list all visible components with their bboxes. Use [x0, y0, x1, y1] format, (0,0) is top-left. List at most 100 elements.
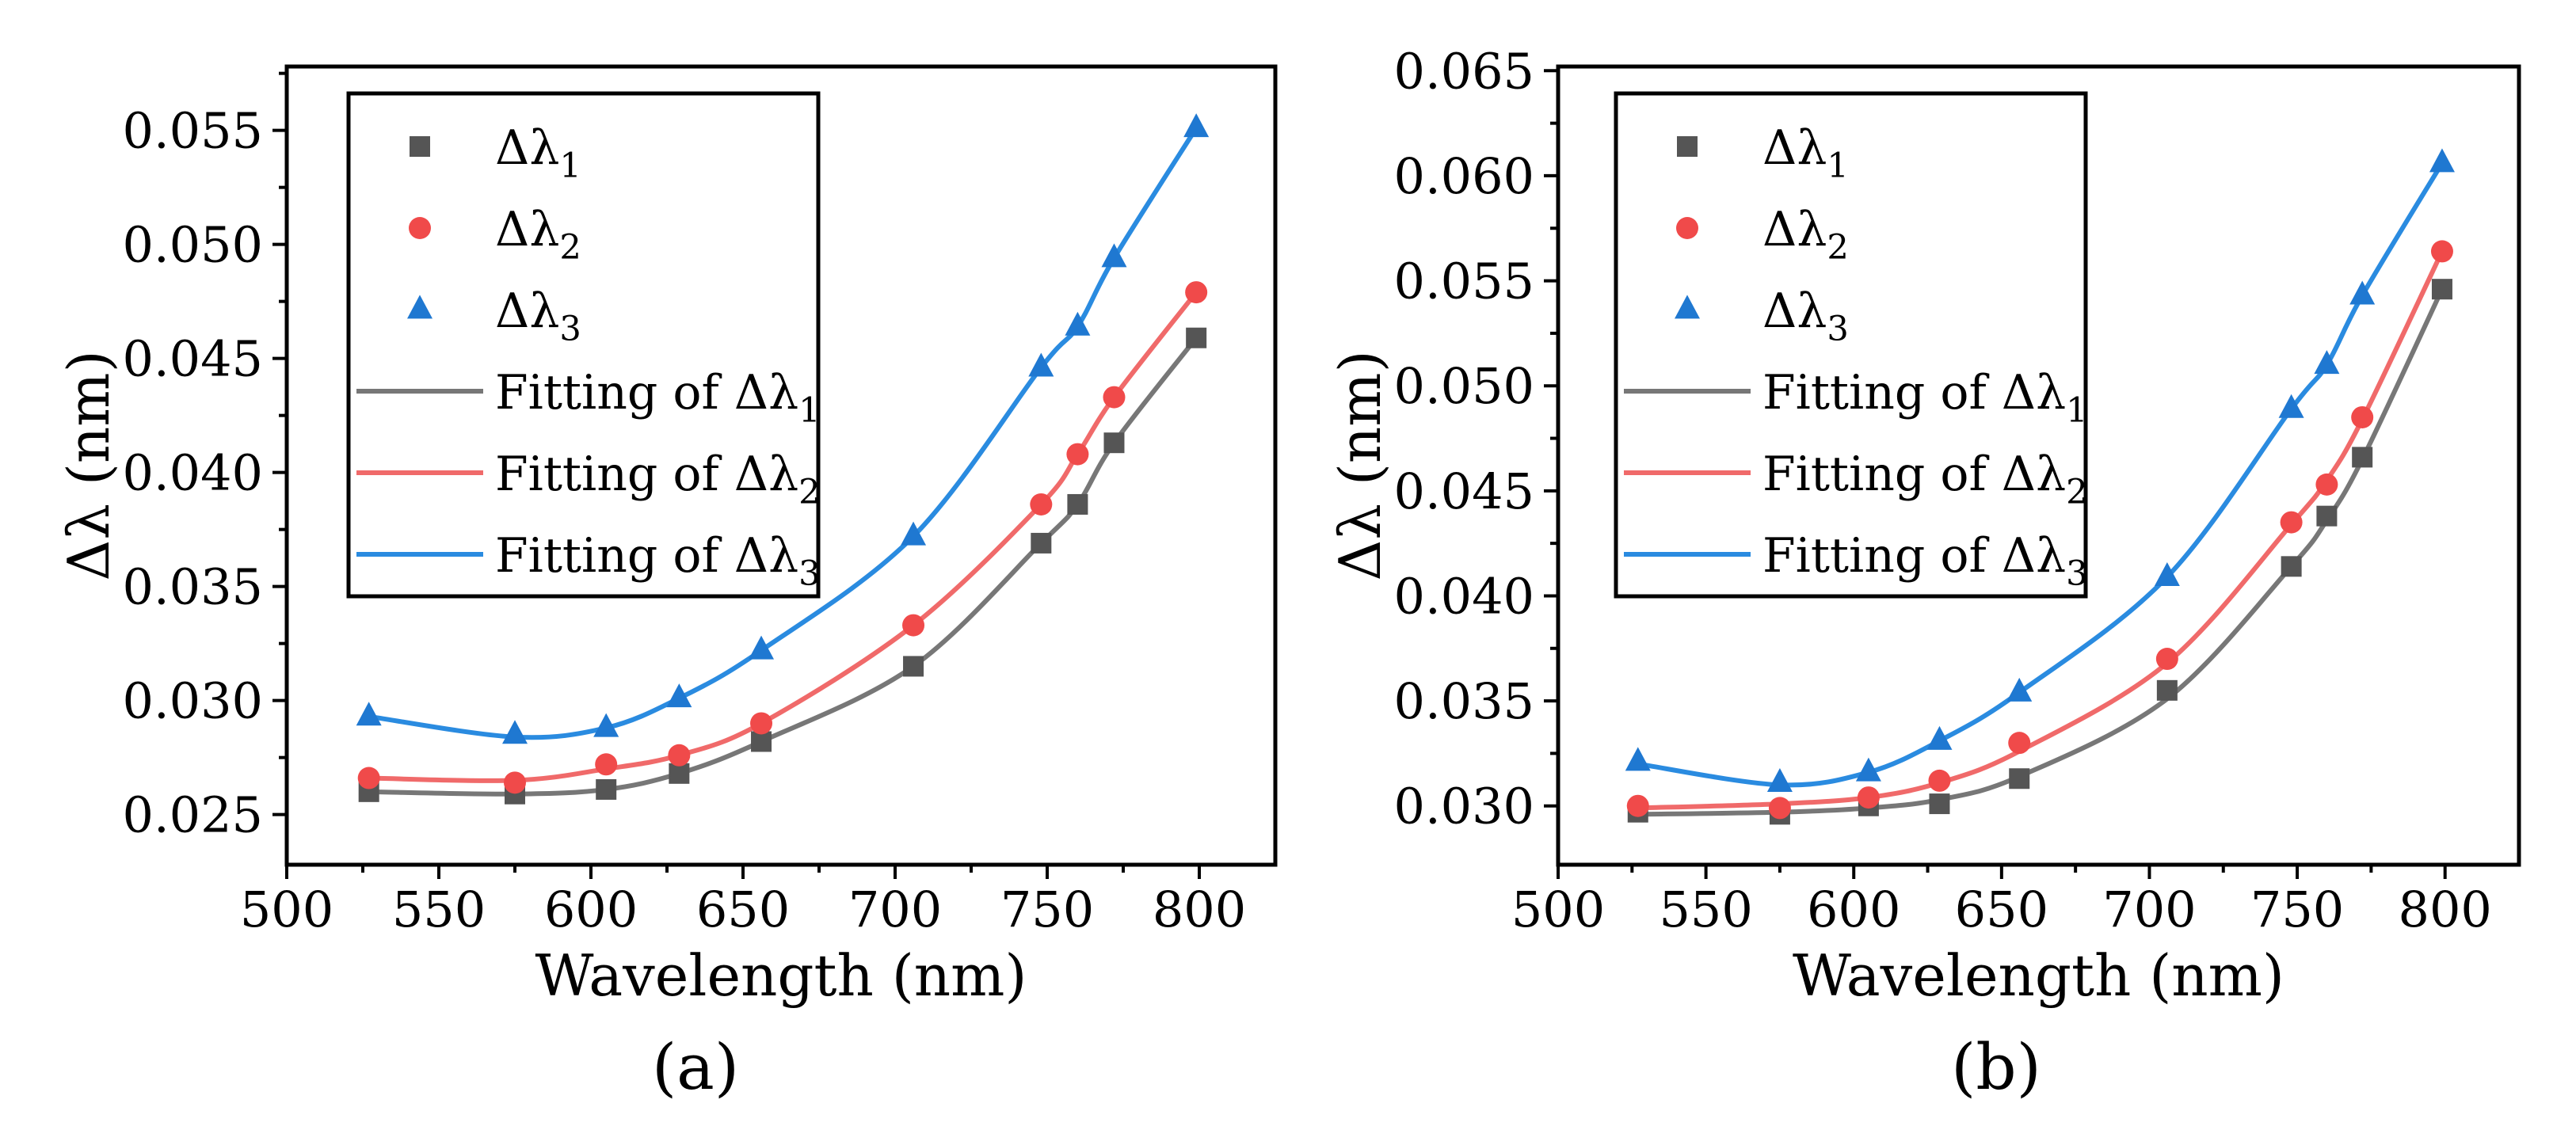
data-point-circle: [2351, 405, 2374, 428]
x-tick-label: 500: [1511, 881, 1605, 938]
data-point-square: [1186, 327, 1207, 348]
x-tick-label: 700: [2102, 881, 2196, 938]
y-tick-label: 0.045: [123, 330, 264, 388]
data-point-square: [1031, 532, 1052, 554]
data-point-triangle: [2314, 350, 2340, 375]
x-tick-label: 700: [848, 881, 942, 938]
legend-label: Δλ2: [495, 202, 581, 268]
panel-label: (a): [652, 1030, 739, 1104]
y-tick-label: 0.050: [1394, 357, 1535, 415]
x-axis-title: Wavelength (nm): [535, 942, 1027, 1009]
legend: Δλ1 Δλ2 Δλ3 Fitting of Δλ1 Fitting of Δλ2 Fit…: [1614, 91, 2088, 599]
fit-line-1: [1637, 287, 2445, 817]
y-axis-title: Δλ (nm): [1327, 350, 1393, 580]
data-point-triangle: [666, 683, 692, 708]
data-point-triangle: [1926, 725, 1953, 750]
y-tick-label: 0.060: [1394, 147, 1535, 205]
legend-marker-triangle: [1675, 295, 1700, 319]
fit-line-3: [1637, 162, 2445, 788]
legend-marker-circle: [409, 217, 431, 239]
plot-frame: [1556, 64, 2521, 867]
fit-line-1: [368, 336, 1198, 797]
legend-marker-square: [410, 136, 430, 157]
x-tick-label: 550: [1659, 881, 1752, 938]
legend: Δλ1 Δλ2 Δλ3 Fitting of Δλ1 Fitting of Δλ2 Fit…: [346, 91, 821, 599]
x-tick-label: 500: [240, 881, 333, 938]
legend-box: [1614, 91, 2088, 599]
fit-line-2: [368, 291, 1198, 783]
data-point-triangle: [593, 713, 619, 737]
data-point-triangle: [2006, 677, 2033, 702]
plot-frame: [284, 64, 1278, 867]
data-point-triangle: [1065, 311, 1091, 336]
data-point-square: [596, 778, 617, 800]
x-tick-label: 600: [544, 881, 638, 938]
data-point-circle: [1030, 493, 1053, 516]
x-tick-label: 650: [696, 881, 790, 938]
legend-box: [346, 91, 821, 599]
data-point-circle: [902, 614, 925, 637]
data-point-circle: [504, 771, 526, 794]
data-point-circle: [2280, 511, 2303, 534]
data-point-square: [2431, 279, 2452, 300]
data-point-circle: [2008, 732, 2031, 755]
x-tick-label: 800: [2399, 881, 2492, 938]
fit-line-2: [1637, 250, 2445, 811]
data-point-triangle: [2429, 148, 2455, 173]
data-point-square: [903, 656, 924, 677]
legend-label: Fitting of Δλ2: [1762, 447, 2088, 512]
data-point-circle: [1928, 769, 1951, 792]
y-tick-label: 0.040: [123, 444, 264, 502]
data-point-square: [1929, 793, 1950, 815]
data-point-circle: [2315, 473, 2338, 496]
data-point-triangle: [2278, 394, 2304, 418]
data-point-circle: [1066, 443, 1089, 466]
data-point-circle: [668, 744, 691, 767]
y-tick-label: 0.055: [123, 102, 264, 160]
panel-label: (b): [1951, 1030, 2041, 1104]
legend-label: Δλ1: [495, 120, 581, 186]
data-point-circle: [1626, 794, 1649, 817]
data-point-triangle: [1183, 113, 1210, 138]
y-tick-label: 0.025: [123, 786, 264, 844]
data-point-circle: [1857, 786, 1880, 809]
data-point-triangle: [2154, 561, 2180, 586]
data-point-circle: [750, 712, 773, 735]
y-tick-label: 0.065: [1394, 42, 1535, 100]
y-tick-label: 0.040: [1394, 567, 1535, 625]
data-point-circle: [2155, 648, 2178, 671]
data-point-triangle: [2349, 280, 2376, 305]
data-point-square: [2009, 768, 2030, 789]
data-point-square: [2156, 679, 2178, 701]
data-point-circle: [1185, 281, 1208, 304]
data-point-square: [2316, 505, 2338, 527]
data-point-square: [2352, 447, 2373, 468]
y-tick-label: 0.045: [1394, 462, 1535, 520]
y-tick-label: 0.030: [123, 672, 264, 730]
data-point-circle: [357, 767, 380, 789]
data-point-triangle: [356, 702, 382, 726]
data-point-circle: [595, 753, 618, 776]
chart-panel-b: 500 550 600 650 700 750 800 0.030 0.035 0.040 0.04…: [1327, 42, 2521, 1104]
legend-marker-triangle: [407, 295, 433, 319]
chart-panel-a: 500 550 600 650 700 750 800 0.025 0.030 0.035 0.04…: [55, 64, 1278, 1104]
data-point-square: [669, 763, 690, 784]
legend-label: Fitting of Δλ1: [1762, 365, 2088, 431]
legend-label: Δλ1: [1762, 120, 1849, 186]
y-tick-label: 0.035: [123, 558, 264, 616]
data-point-square: [751, 731, 772, 752]
y-tick-label: 0.035: [1394, 672, 1535, 730]
y-tick-label: 0.055: [1394, 253, 1535, 310]
x-tick-label: 650: [1955, 881, 2048, 938]
data-point-triangle: [1028, 352, 1054, 377]
y-axis-title: Δλ (nm): [55, 350, 122, 580]
x-tick-label: 550: [392, 881, 486, 938]
x-tick-label: 800: [1153, 881, 1246, 938]
data-point-circle: [1768, 797, 1791, 820]
legend-label: Fitting of Δλ2: [495, 447, 821, 512]
legend-marker-circle: [1676, 217, 1698, 239]
legend-label: Fitting of Δλ3: [1762, 528, 2088, 594]
data-point-circle: [2430, 240, 2453, 263]
x-tick-label: 750: [1000, 881, 1094, 938]
